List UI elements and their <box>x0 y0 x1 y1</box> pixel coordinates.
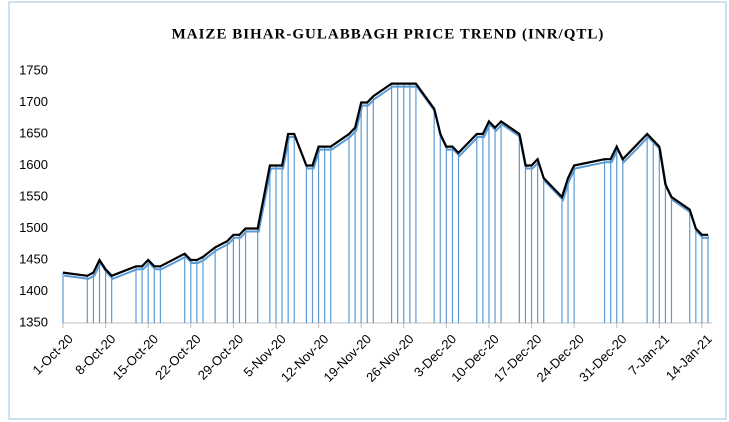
y-tick-label: 1500 <box>19 220 48 235</box>
shadow-line <box>63 85 709 280</box>
y-tick-label: 1400 <box>19 283 48 298</box>
y-tick-label: 1650 <box>19 125 48 140</box>
y-tick-label: 1700 <box>19 94 48 109</box>
y-tick-label: 1600 <box>19 157 48 172</box>
price-line <box>62 82 708 278</box>
y-tick-label: 1450 <box>19 251 48 266</box>
y-tick-label: 1350 <box>19 314 48 329</box>
y-tick-label: 1550 <box>19 188 48 203</box>
chart-title: MAIZE BIHAR-GULABBAGH PRICE TREND (INR/Q… <box>172 26 605 42</box>
y-tick-label: 1750 <box>19 62 48 77</box>
